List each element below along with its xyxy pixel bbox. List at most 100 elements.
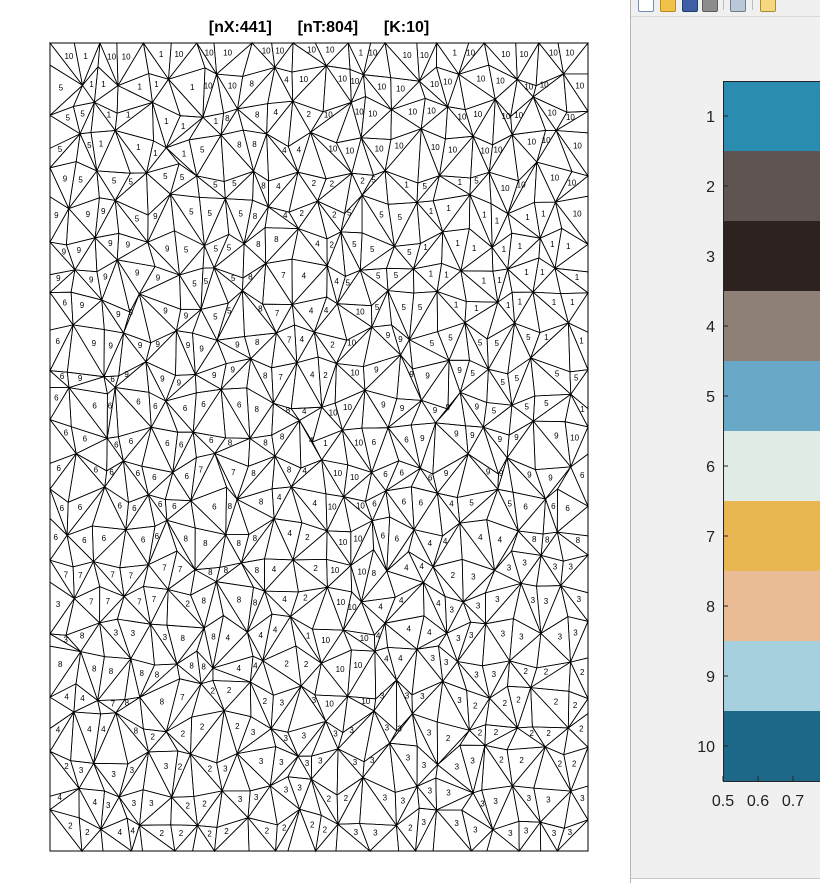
x-tick-label: 0.7	[782, 793, 804, 810]
triangle-cluster-label: 5	[180, 173, 185, 182]
triangle-cluster-label: 9	[444, 469, 449, 478]
triangle-cluster-label: 7	[180, 693, 185, 702]
triangle-cluster-label: 4	[87, 725, 92, 734]
triangle-cluster-label: 5	[478, 339, 483, 348]
triangle-cluster-label: 3	[449, 606, 454, 615]
triangle-cluster-label: 10	[223, 49, 232, 58]
triangle-cluster-label: 6	[54, 393, 59, 402]
y-tick-label: 8	[706, 599, 715, 616]
triangle-cluster-label: 10	[307, 46, 316, 55]
triangle-cluster-label: 5	[394, 271, 399, 280]
triangle-cluster-label: 10	[330, 566, 339, 575]
triangle-cluster-label: 2	[224, 827, 229, 836]
triangle-cluster-label: 2	[323, 371, 328, 380]
triangle-cluster-label: 10	[566, 113, 575, 122]
triangle-cluster-label: 10	[328, 145, 337, 154]
save-icon[interactable]	[682, 0, 698, 12]
open-folder-icon[interactable]	[660, 0, 676, 12]
triangle-cluster-label: 10	[333, 469, 342, 478]
triangle-cluster-label: 3	[507, 563, 512, 572]
triangle-cluster-label: 3	[493, 797, 498, 806]
triangle-cluster-label: 5	[430, 339, 435, 348]
triangle-cluster-label: 8	[372, 569, 377, 578]
triangle-cluster-label: 6	[132, 504, 137, 513]
triangle-cluster-label: 5	[213, 313, 218, 322]
triangle-cluster-label: 1	[482, 210, 487, 219]
new-figure-icon[interactable]	[638, 0, 654, 12]
triangle-cluster-label: 10	[570, 434, 579, 443]
triangle-cluster-label: 1	[579, 337, 584, 346]
triangle-cluster-label: 8	[58, 660, 63, 669]
triangle-cluster-label: 8	[255, 111, 260, 120]
print-icon[interactable]	[730, 0, 746, 12]
triangle-cluster-label: 4	[300, 335, 305, 344]
triangle-cluster-label: 1	[423, 243, 428, 252]
triangle-cluster-label: 9	[548, 474, 553, 483]
triangle-cluster-label: 2	[473, 701, 478, 710]
triangle-cluster-label: 5	[227, 244, 232, 253]
triangle-cluster-label: 6	[141, 535, 146, 544]
triangle-cluster-label: 5	[87, 141, 92, 150]
triangle-cluster-label: 2	[306, 110, 311, 119]
triangle-cluster-label: 1	[323, 439, 328, 448]
triangle-cluster-label: 10	[527, 138, 536, 147]
triangle-cluster-label: 2	[327, 795, 332, 804]
triangle-cluster-label: 9	[527, 471, 532, 480]
triangle-cluster-label: 9	[124, 370, 129, 379]
triangle-cluster-label: 2	[503, 699, 508, 708]
triangle-cluster-label: 6	[83, 435, 88, 444]
triangle-cluster-label: 5	[213, 180, 218, 189]
triangle-cluster-label: 4	[310, 371, 315, 380]
triangle-cluster-label: 7	[106, 597, 111, 606]
triangle-cluster-label: 1	[454, 300, 459, 309]
triangle-cluster-label: 10	[549, 48, 558, 57]
triangle-cluster-label: 10	[567, 178, 576, 187]
triangle-cluster-label: 3	[305, 759, 310, 768]
triangle-cluster-label: 6	[209, 436, 214, 445]
triangle-cluster-label: 5	[238, 209, 243, 218]
triangle-cluster-label: 4	[498, 535, 503, 544]
triangle-cluster-label: 4	[57, 793, 62, 802]
triangle-cluster-label: 8	[80, 632, 85, 641]
triangle-cluster-label: 5	[200, 145, 205, 154]
triangle-cluster-label: 8	[180, 634, 185, 643]
triangle-cluster-label: 6	[158, 500, 163, 509]
triangle-cluster-label: 10	[228, 82, 237, 91]
triangle-cluster-label: 10	[496, 76, 505, 85]
triangle-cluster-label: 6	[55, 337, 60, 346]
triangle-cluster-label: 10	[262, 46, 271, 55]
triangle-cluster-label: 7	[152, 595, 157, 604]
copy-icon[interactable]	[760, 0, 776, 12]
triangle-cluster-label: 10	[542, 136, 551, 145]
triangle-cluster-label: 1	[518, 242, 523, 251]
triangle-cluster-label: 2	[573, 701, 578, 710]
triangle-cluster-label: 2	[544, 668, 549, 677]
triangle-cluster-label: 10	[519, 50, 528, 59]
triangle-cluster-label: 6	[82, 536, 87, 545]
triangle-cluster-label: 1	[429, 270, 434, 279]
triangle-cluster-label: 5	[112, 177, 117, 186]
triangle-cluster-label: 5	[204, 277, 209, 286]
triangle-cluster-label: 5	[507, 499, 512, 508]
triangle-cluster-label: 9	[386, 331, 391, 340]
bar-cluster-5	[723, 361, 820, 431]
triangle-cluster-label: 4	[253, 661, 258, 670]
triangle-cluster-label: 8	[228, 438, 233, 447]
triangle-cluster-label: 9	[499, 469, 504, 478]
triangle-cluster-label: 5	[469, 498, 474, 507]
triangle-cluster-label: 9	[457, 366, 462, 375]
triangle-cluster-label: 9	[177, 379, 182, 388]
triangle-cluster-label: 10	[356, 307, 365, 316]
triangle-cluster-label: 1	[497, 276, 502, 285]
triangle-cluster-label: 10	[481, 146, 490, 155]
triangle-cluster-label: 4	[302, 272, 307, 281]
triangle-cluster-label: 6	[110, 375, 115, 384]
triangle-cluster-label: 4	[399, 596, 404, 605]
triangle-cluster-label: 2	[332, 211, 337, 220]
triangle-cluster-label: 5	[470, 369, 475, 378]
print-preview-icon[interactable]	[702, 0, 718, 12]
triangle-cluster-label: 10	[354, 439, 363, 448]
triangle-cluster-label: 6	[117, 501, 122, 510]
triangle-cluster-label: 6	[60, 504, 65, 513]
triangle-cluster-label: 8	[201, 663, 206, 672]
